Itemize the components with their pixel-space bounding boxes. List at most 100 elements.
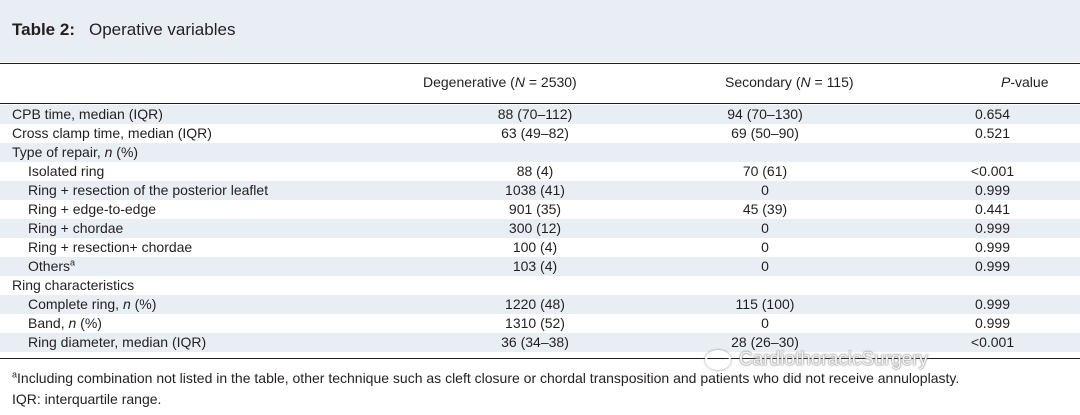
secondary-value: 115 (100) <box>735 296 795 312</box>
header-pvalue: P-value <box>1001 74 1049 90</box>
p-value: <0.001 <box>970 163 1015 179</box>
secondary-value-cell <box>695 143 945 162</box>
secondary-value-cell: 94 (70–130) <box>695 105 945 124</box>
table-title-bar <box>0 0 1080 62</box>
table-row: Ring + edge-to-edge 901 (35) 45 (39) 0.441 <box>0 200 1080 219</box>
watermark: CardiothoracicSurgery <box>705 349 928 371</box>
secondary-value-cell: 45 (39) <box>695 200 945 219</box>
secondary-value: 0 <box>761 315 769 331</box>
table-row: Isolated ring 88 (4) 70 (61) <0.001 <box>0 162 1080 181</box>
degenerative-value-cell <box>395 143 695 162</box>
degenerative-value-cell: 100 (4) <box>395 238 695 257</box>
header-secondary: Secondary (N = 115) <box>725 74 854 90</box>
row-label: Cross clamp time, median (IQR) <box>12 125 212 141</box>
table-row: Ring characteristics <box>0 276 1080 295</box>
p-value: 0.999 <box>974 220 1011 236</box>
footnote-iqr: IQR: interquartile range. <box>12 391 162 407</box>
secondary-value: 70 (61) <box>742 163 788 179</box>
watermark-text: CardiothoracicSurgery <box>739 349 929 370</box>
row-label: Ring characteristics <box>12 277 135 293</box>
row-label-cell: Ring diameter, median (IQR) <box>0 333 395 352</box>
table-row: Ring diameter, median (IQR) 36 (34–38) 28 … <box>0 333 1080 352</box>
table-label: Table 2: <box>12 20 75 39</box>
row-label: Othersa <box>28 257 76 274</box>
row-label-cell: Ring + edge-to-edge <box>0 200 395 219</box>
p-value-cell <box>945 276 1080 295</box>
p-value-cell: 0.999 <box>945 181 1080 200</box>
degenerative-value: 63 (49–82) <box>501 125 569 141</box>
secondary-value: 69 (50–90) <box>731 125 799 141</box>
table-row: CPB time, median (IQR) 88 (70–112) 94 (70–… <box>0 105 1080 124</box>
degenerative-value-cell <box>395 276 695 295</box>
secondary-value-cell <box>695 276 945 295</box>
footnote-a: aIncluding combination not listed in the… <box>12 369 959 387</box>
row-label-cell: Type of repair, n (%) <box>0 143 395 162</box>
degenerative-value: 300 (12) <box>508 220 562 236</box>
p-value-cell: 0.521 <box>945 124 1080 143</box>
row-label-cell: Complete ring, n (%) <box>0 295 395 314</box>
row-label-cell: CPB time, median (IQR) <box>0 105 395 124</box>
degenerative-value-cell: 300 (12) <box>395 219 695 238</box>
row-label: Ring diameter, median (IQR) <box>28 334 207 350</box>
secondary-value: 0 <box>761 239 769 255</box>
table-row: Ring + resection+ chordae 100 (4) 0 0.999 <box>0 238 1080 257</box>
p-value: 0.999 <box>974 182 1011 198</box>
row-label: Isolated ring <box>28 163 105 179</box>
header-rule <box>0 103 1080 104</box>
secondary-value-cell: 0 <box>695 238 945 257</box>
secondary-value-cell: 115 (100) <box>695 295 945 314</box>
p-value: 0.654 <box>974 106 1011 122</box>
p-value-cell: <0.001 <box>945 162 1080 181</box>
degenerative-value: 88 (70–112) <box>497 106 573 122</box>
footnote-marker: a <box>12 369 18 380</box>
p-value: 0.441 <box>974 201 1011 217</box>
p-value-cell: 0.999 <box>945 219 1080 238</box>
secondary-value-cell: 69 (50–90) <box>695 124 945 143</box>
degenerative-value-cell: 103 (4) <box>395 257 695 276</box>
row-label-cell: Othersa <box>0 257 395 276</box>
secondary-value-cell: 0 <box>695 181 945 200</box>
degenerative-value-cell: 1038 (41) <box>395 181 695 200</box>
p-value-cell <box>945 143 1080 162</box>
row-label-cell: Ring characteristics <box>0 276 395 295</box>
row-label-cell: Ring + resection of the posterior leafle… <box>0 181 395 200</box>
degenerative-value-cell: 901 (35) <box>395 200 695 219</box>
degenerative-value-cell: 88 (70–112) <box>395 105 695 124</box>
degenerative-value: 1310 (52) <box>505 315 565 331</box>
p-value-cell: 0.654 <box>945 105 1080 124</box>
secondary-value-cell: 0 <box>695 257 945 276</box>
p-value-cell: 0.441 <box>945 200 1080 219</box>
secondary-value: 28 (26–30) <box>731 334 799 350</box>
row-label: CPB time, median (IQR) <box>12 106 163 122</box>
p-value: 0.999 <box>974 315 1011 331</box>
row-label-cell: Ring + resection+ chordae <box>0 238 395 257</box>
degenerative-value: 36 (34–38) <box>501 334 569 350</box>
row-label-cell: Isolated ring <box>0 162 395 181</box>
p-value: 0.521 <box>974 125 1011 141</box>
secondary-value: 0 <box>761 220 769 236</box>
p-value: 0.999 <box>974 258 1011 274</box>
row-label-cell: Band, n (%) <box>0 314 395 333</box>
row-label: Ring + chordae <box>28 220 124 236</box>
secondary-value: 0 <box>761 182 769 198</box>
table-row: Ring + chordae 300 (12) 0 0.999 <box>0 219 1080 238</box>
row-label: Type of repair, n (%) <box>12 144 139 160</box>
degenerative-value-cell: 88 (4) <box>395 162 695 181</box>
secondary-value: 45 (39) <box>742 201 788 217</box>
table-row: Band, n (%) 1310 (52) 0 0.999 <box>0 314 1080 333</box>
row-label: Ring + edge-to-edge <box>28 201 157 217</box>
p-value: <0.001 <box>970 334 1015 350</box>
table-title: Table 2: Operative variables <box>12 20 235 40</box>
table-row: Cross clamp time, median (IQR) 63 (49–82)… <box>0 124 1080 143</box>
degenerative-value: 88 (4) <box>516 163 554 179</box>
degenerative-value: 1038 (41) <box>505 182 565 198</box>
degenerative-value: 100 (4) <box>512 239 558 255</box>
degenerative-value-cell: 1310 (52) <box>395 314 695 333</box>
secondary-value-cell: 28 (26–30) <box>695 333 945 352</box>
table-row: Othersa 103 (4) 0 0.999 <box>0 257 1080 276</box>
degenerative-value: 1220 (48) <box>505 296 565 312</box>
p-value-cell: 0.999 <box>945 314 1080 333</box>
secondary-value: 94 (70–130) <box>727 106 803 122</box>
p-value-cell: 0.999 <box>945 238 1080 257</box>
header-degenerative: Degenerative (N = 2530) <box>423 74 577 90</box>
